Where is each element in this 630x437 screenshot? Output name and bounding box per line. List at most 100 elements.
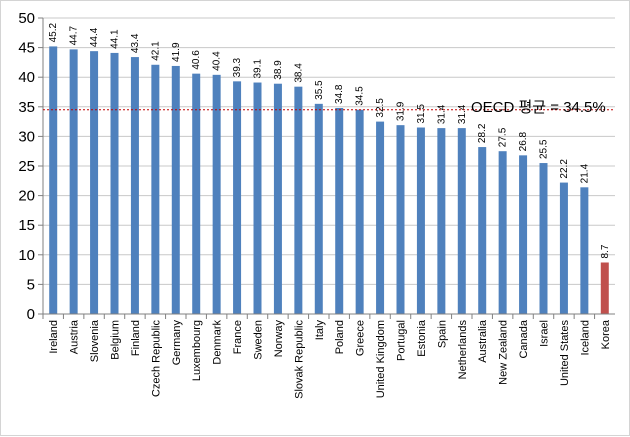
category-label: Luxembourg bbox=[191, 320, 203, 381]
y-tick-label: 45 bbox=[18, 40, 35, 57]
y-tick-label: 35 bbox=[18, 99, 35, 116]
value-label: 31.4 bbox=[457, 104, 468, 124]
value-label: 40.4 bbox=[212, 51, 223, 71]
value-label: 21.4 bbox=[579, 163, 590, 183]
value-label: 31.4 bbox=[436, 104, 447, 124]
bar bbox=[171, 65, 180, 315]
bar bbox=[396, 125, 405, 314]
bar bbox=[273, 83, 282, 314]
bar bbox=[130, 57, 139, 315]
value-label: 34.8 bbox=[334, 84, 345, 104]
category-label: Israel bbox=[539, 320, 551, 347]
bar bbox=[376, 121, 385, 314]
bar bbox=[69, 49, 78, 314]
bar bbox=[335, 107, 344, 314]
bar bbox=[294, 86, 303, 314]
value-labels: 45.2 44.7 44.4 44.1 43.4 42.1 41.9 40.6 40.4 39.3… bbox=[48, 23, 611, 259]
value-label: 34.5 bbox=[355, 86, 366, 106]
value-label: 32.5 bbox=[375, 98, 386, 118]
value-label: 43.4 bbox=[130, 33, 141, 53]
y-tick-label: 25 bbox=[18, 158, 35, 175]
category-label: Canada bbox=[518, 319, 530, 358]
bar bbox=[498, 151, 507, 314]
value-label: 31.9 bbox=[396, 101, 407, 121]
value-label: 26.8 bbox=[518, 131, 529, 151]
category-label: United Kingdom bbox=[375, 320, 387, 398]
bar bbox=[192, 73, 201, 314]
category-labels: Ireland Austria Slovenia Belgium Finland Czec… bbox=[42, 314, 612, 399]
value-label: 31.5 bbox=[416, 104, 427, 124]
category-label: Netherlands bbox=[457, 320, 469, 380]
bar bbox=[49, 46, 58, 314]
value-label: 8.7 bbox=[600, 244, 611, 258]
category-label: France bbox=[232, 320, 244, 354]
value-label: 39.1 bbox=[253, 59, 264, 79]
reference-line-group: OECD 평균 = 34.5% bbox=[43, 99, 615, 116]
category-label: Greece bbox=[355, 320, 367, 356]
category-label: Norway bbox=[273, 320, 285, 358]
category-label: Spain bbox=[436, 320, 448, 348]
category-label: Germany bbox=[171, 320, 183, 366]
category-label: Estonia bbox=[416, 319, 428, 357]
category-label: Portugal bbox=[396, 320, 408, 361]
category-label: Australia bbox=[477, 319, 489, 363]
value-label: 42.1 bbox=[150, 41, 161, 61]
category-label: Belgium bbox=[110, 320, 122, 360]
category-label: Poland bbox=[334, 320, 346, 354]
value-label: 22.2 bbox=[559, 159, 570, 179]
y-tick-label: 30 bbox=[18, 128, 35, 145]
y-tick-label: 50 bbox=[18, 10, 35, 27]
category-label: New Zealand bbox=[498, 320, 510, 385]
bar bbox=[212, 74, 221, 314]
category-label: Slovak Republic bbox=[293, 320, 305, 399]
value-label: 38.9 bbox=[273, 60, 284, 80]
y-tick-label: 10 bbox=[18, 247, 35, 264]
value-label: 39.3 bbox=[232, 57, 243, 77]
bar bbox=[600, 262, 609, 314]
axes bbox=[42, 18, 615, 315]
reference-line-label: OECD 평균 = 34.5% bbox=[471, 99, 606, 116]
bar bbox=[580, 187, 589, 314]
bar bbox=[416, 127, 425, 315]
category-label: Austria bbox=[69, 319, 81, 354]
value-label: 25.5 bbox=[539, 139, 550, 159]
value-label: 27.5 bbox=[498, 127, 509, 147]
category-label: Finland bbox=[130, 320, 142, 356]
y-tick-label: 15 bbox=[18, 217, 35, 234]
y-tick-label: 5 bbox=[27, 276, 35, 293]
bar bbox=[457, 128, 466, 314]
bar bbox=[233, 81, 242, 315]
category-label: Iceland bbox=[579, 320, 591, 355]
value-label: 44.1 bbox=[110, 29, 121, 49]
bars bbox=[49, 46, 609, 315]
bar bbox=[539, 163, 548, 314]
category-label: Slovenia bbox=[89, 319, 101, 362]
category-label: United States bbox=[559, 320, 571, 387]
bar bbox=[110, 52, 119, 314]
bar bbox=[437, 128, 446, 314]
gridlines bbox=[43, 17, 615, 285]
category-label: Denmark bbox=[212, 320, 224, 365]
bar bbox=[559, 182, 568, 314]
category-label: Sweden bbox=[253, 320, 265, 360]
category-label: Italy bbox=[314, 320, 326, 341]
value-label: 44.7 bbox=[69, 25, 80, 45]
category-label: Korea bbox=[600, 319, 612, 349]
value-label: 38.4 bbox=[293, 63, 304, 83]
y-tick-label: 0 bbox=[27, 306, 35, 323]
bar bbox=[478, 147, 487, 314]
y-tick-label: 20 bbox=[18, 188, 35, 205]
category-label: Czech Republic bbox=[150, 320, 162, 398]
bar bbox=[314, 103, 323, 314]
bar bbox=[253, 82, 262, 314]
value-label: 44.4 bbox=[89, 27, 100, 47]
value-label: 35.5 bbox=[314, 80, 325, 100]
bar bbox=[90, 51, 99, 314]
bar bbox=[355, 109, 364, 314]
value-label: 45.2 bbox=[48, 23, 59, 43]
value-label: 41.9 bbox=[171, 42, 182, 62]
value-label: 40.6 bbox=[191, 50, 202, 70]
bar bbox=[519, 155, 528, 314]
